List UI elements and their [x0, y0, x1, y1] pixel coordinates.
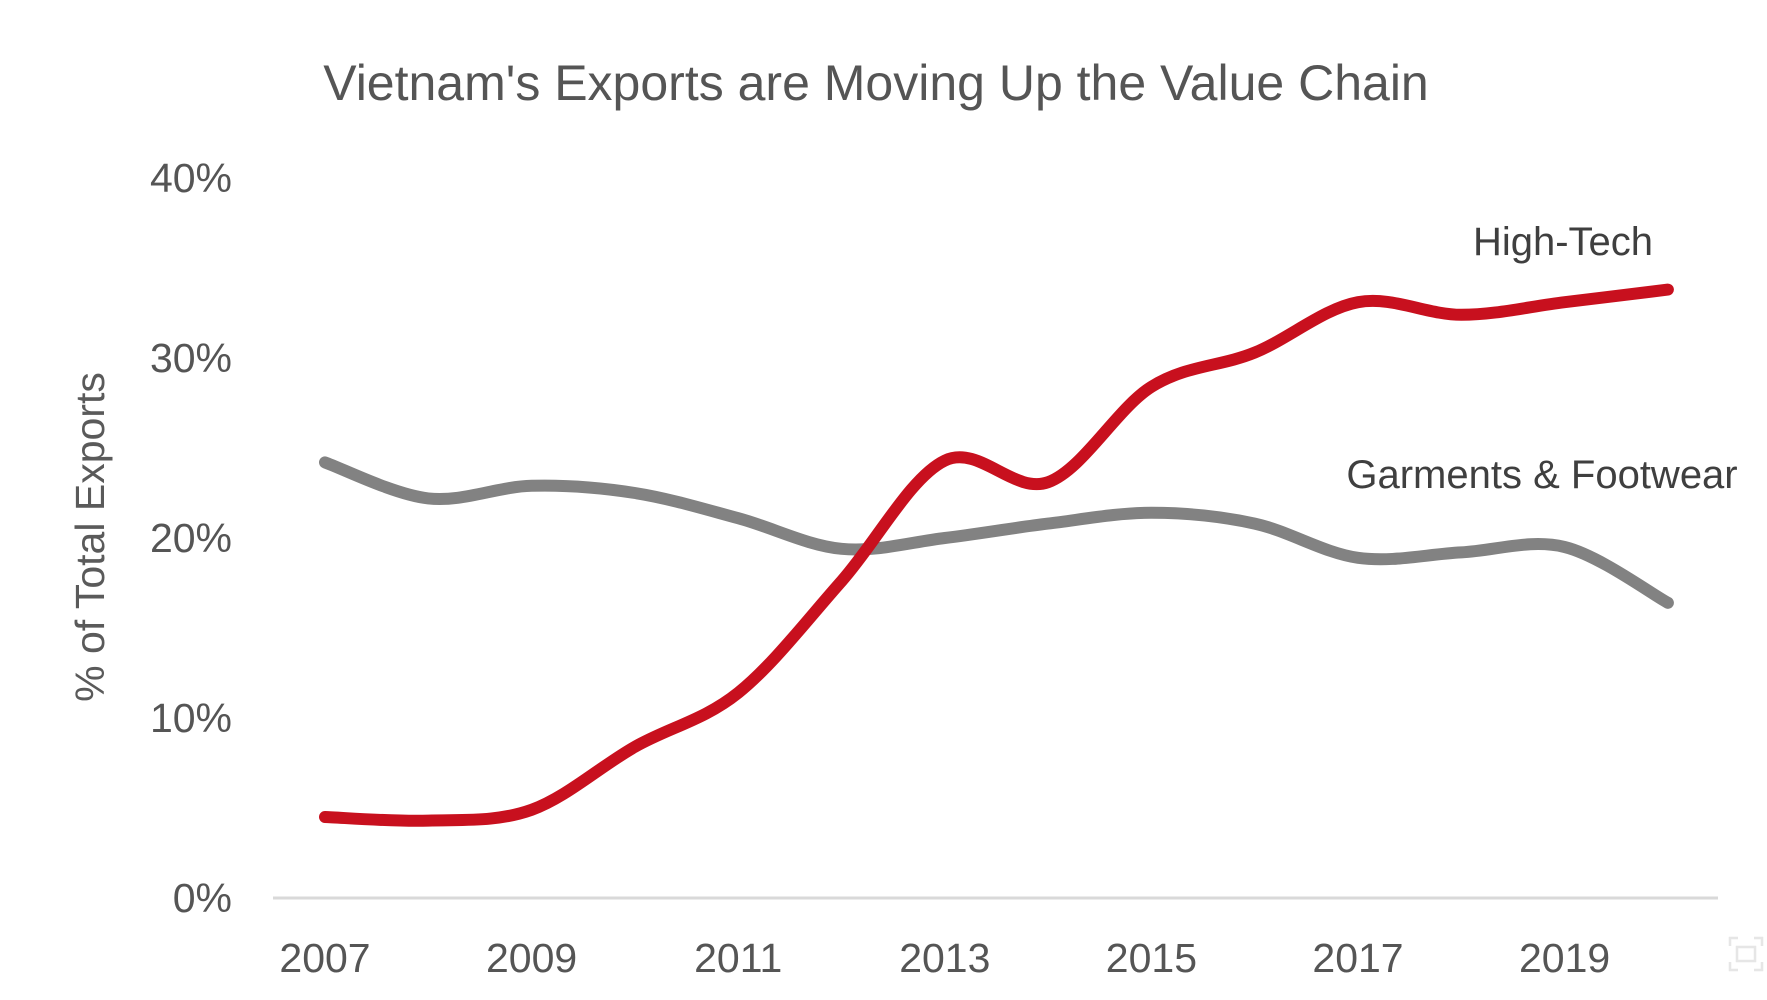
x-axis-ticks: 2007 2009 2011 2013 2015 2017 2019 [279, 935, 1610, 981]
series-labels: High-Tech Garments & Footwear [1346, 220, 1737, 497]
series-lines [319, 283, 1674, 827]
series-line-high-tech [319, 283, 1674, 827]
x-tick-label: 2009 [486, 935, 577, 981]
y-axis-label: % of Total Exports [67, 372, 113, 702]
series-label: High-Tech [1473, 220, 1653, 264]
x-tick-label: 2011 [694, 935, 782, 981]
chart-title: Vietnam's Exports are Moving Up the Valu… [323, 55, 1429, 111]
fullscreen-icon[interactable] [1726, 934, 1766, 974]
series-line-garments-footwear [319, 456, 1674, 609]
x-tick-label: 2013 [899, 935, 990, 981]
x-tick-label: 2017 [1312, 935, 1403, 981]
y-tick-label: 0% [173, 875, 232, 921]
x-tick-label: 2019 [1519, 935, 1610, 981]
y-axis-ticks: 0% 10% 20% 30% 40% [150, 155, 232, 921]
series-label: Garments & Footwear [1346, 453, 1737, 497]
y-tick-label: 40% [150, 155, 232, 201]
x-tick-label: 2007 [279, 935, 370, 981]
y-tick-label: 30% [150, 335, 232, 381]
y-tick-label: 20% [150, 515, 232, 561]
x-tick-label: 2015 [1106, 935, 1197, 981]
y-tick-label: 10% [150, 695, 232, 741]
